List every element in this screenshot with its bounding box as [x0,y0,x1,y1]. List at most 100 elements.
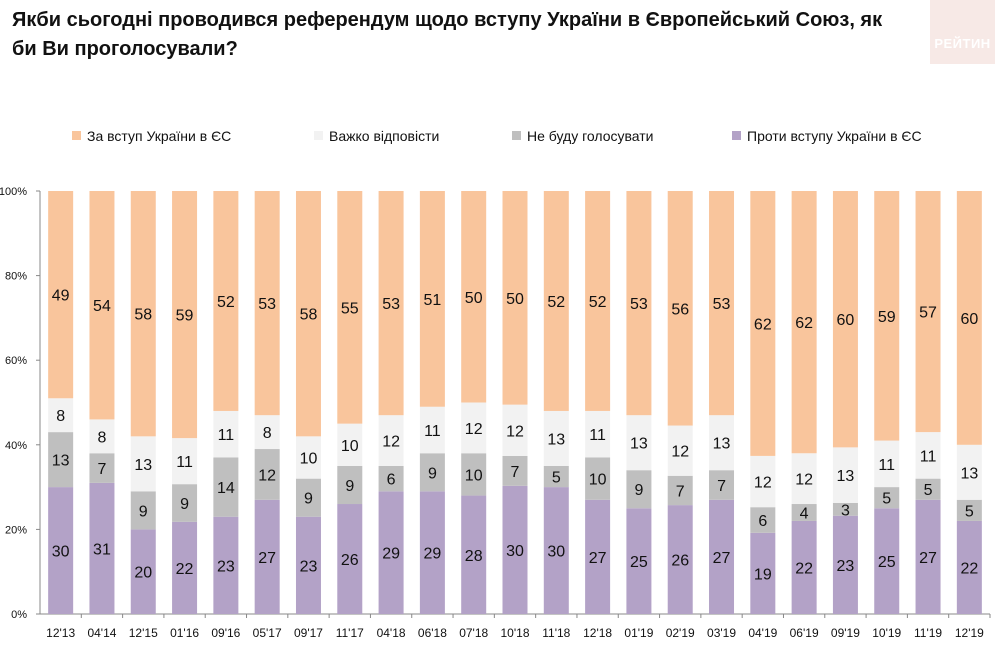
bar-segment-hard [48,398,74,433]
data-label-for: 56 [671,301,689,318]
data-label-hard: 13 [134,457,152,474]
bar-segment-notvote [543,465,569,488]
legend-swatch-hard [314,131,323,140]
data-label-for: 53 [258,296,276,313]
data-label-hard: 12 [754,475,772,492]
bar-segment-hard [791,453,817,505]
data-label-hard: 13 [960,465,978,482]
data-label-hard: 11 [218,427,235,444]
bar-segment-hard [172,438,198,485]
y-tick-label: 80% [5,271,27,283]
data-label-hard: 8 [56,408,65,425]
data-label-hard: 12 [671,444,689,461]
data-label-for: 60 [837,312,855,329]
bar-segment-hard [585,410,611,458]
bar-segment-for [585,191,611,411]
x-tick-label: 12'13 [46,626,75,640]
data-label-notvote: 10 [465,467,483,484]
data-label-hard: 12 [506,423,524,440]
legend-label-notvote: Не буду голосувати [527,128,654,144]
bar-segment-for [502,191,528,405]
bar-segment-notvote [419,453,445,492]
data-label-notvote: 6 [387,472,396,489]
bar-segment-against [791,520,817,614]
bar-segment-notvote [832,502,858,516]
data-label-for: 50 [465,290,483,307]
data-label-against: 30 [547,544,565,561]
bar-segment-for [915,191,941,433]
data-label-for: 54 [93,298,111,315]
bar-segment-hard [337,423,363,466]
data-label-for: 55 [341,300,359,317]
bar-segment-hard [626,415,652,471]
data-label-for: 62 [754,316,772,333]
data-label-against: 29 [423,546,441,563]
bar-segment-for [48,191,74,399]
data-label-for: 53 [713,296,731,313]
bar-segment-hard [667,425,693,476]
data-label-notvote: 13 [52,453,70,470]
x-tick-label: 04'18 [377,626,406,640]
x-tick-label: 12'19 [955,626,984,640]
bar-segment-against [502,485,528,614]
data-label-notvote: 6 [758,513,767,530]
x-tick-label: 10'19 [872,626,901,640]
x-tick-label: 06'19 [790,626,819,640]
data-label-notvote: 4 [800,505,809,522]
bar-segment-notvote [667,475,693,506]
x-tick-label: 07'18 [459,626,488,640]
data-label-hard: 13 [630,436,648,453]
data-label-notvote: 9 [139,503,148,520]
data-label-for: 49 [52,288,70,305]
x-tick-label: 12'18 [583,626,612,640]
data-label-against: 25 [630,554,648,571]
bar-segment-for [461,191,487,403]
bar-segment-for [172,191,198,439]
data-label-notvote: 7 [717,478,726,495]
x-tick-label: 09'16 [211,626,240,640]
bar-segment-hard [130,436,156,492]
bar-segment-hard [419,406,445,454]
x-tick-label: 11'17 [336,626,364,640]
bar-segment-for [337,191,363,424]
bar-segment-for [378,191,404,416]
bar-segment-hard [89,419,115,454]
bar-segment-for [543,191,569,411]
bar-segment-hard [378,415,404,466]
data-label-for: 60 [960,311,978,328]
bar-segment-against [832,515,858,614]
x-tick-label: 12'15 [129,626,158,640]
bar-segment-notvote [461,453,487,496]
data-label-hard: 8 [263,425,272,442]
data-label-for: 53 [382,296,400,313]
data-label-hard: 10 [300,450,318,467]
data-label-for: 52 [547,294,565,311]
data-label-notvote: 9 [304,491,313,508]
bar-segment-against [956,520,982,614]
data-label-for: 58 [300,307,318,324]
bar-segment-notvote [502,455,528,486]
data-label-for: 51 [423,292,441,309]
data-label-against: 29 [382,546,400,563]
data-label-against: 23 [837,558,855,575]
data-label-against: 27 [258,550,276,567]
bar-segment-notvote [585,457,611,500]
legend-item-for: За вступ України в ЄС [72,128,231,144]
bar-segment-hard [915,432,941,479]
bar-segment-notvote [130,491,156,530]
bar-segment-hard [543,410,569,466]
x-tick-label: 01'16 [170,626,199,640]
logo-text: РЕЙТИН [934,36,991,51]
legend-item-against: Проти вступу України в ЄС [732,128,922,144]
x-tick-label: 10'18 [501,626,530,640]
data-label-for: 59 [176,308,194,325]
bar-segment-against [709,499,735,614]
bar-segment-notvote [254,449,280,500]
bar-segment-against [48,487,74,614]
bar-segment-for [213,191,239,411]
data-label-notvote: 9 [180,496,189,513]
bar-segment-hard [254,415,280,450]
data-label-notvote: 14 [217,480,235,497]
data-label-against: 27 [589,550,607,567]
